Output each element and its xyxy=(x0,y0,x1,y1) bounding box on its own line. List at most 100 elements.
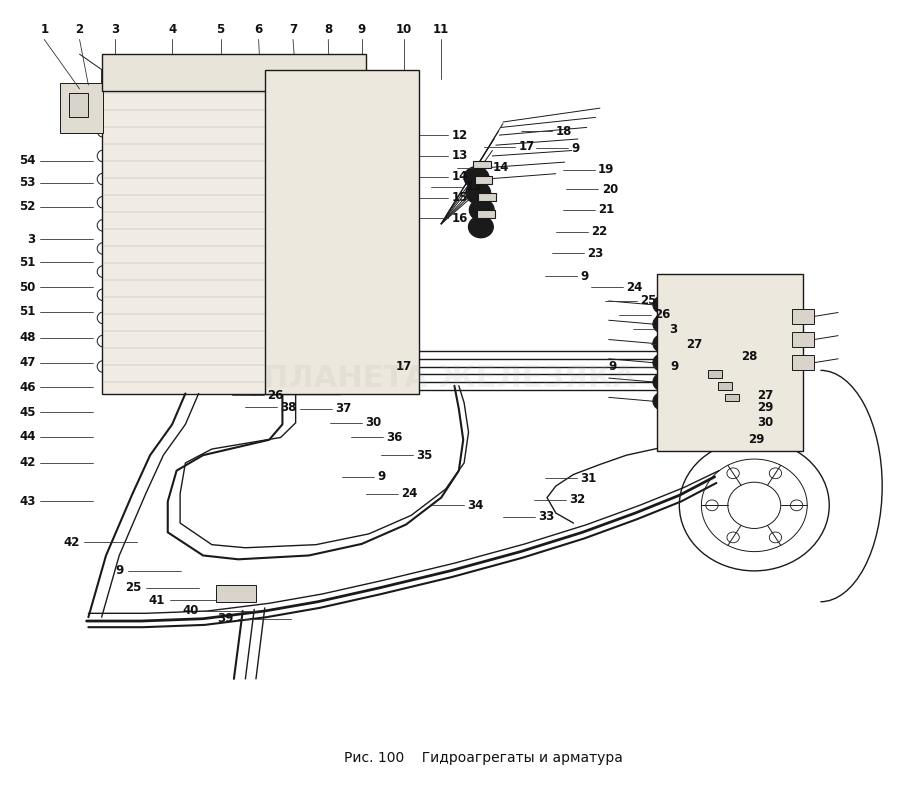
Text: 23: 23 xyxy=(588,246,604,260)
Text: Рис. 100    Гидроагрегаты и арматура: Рис. 100 Гидроагрегаты и арматура xyxy=(344,751,623,764)
Text: 29: 29 xyxy=(757,401,773,414)
Text: 46: 46 xyxy=(19,381,35,394)
Text: 30: 30 xyxy=(757,416,773,429)
Bar xyxy=(102,85,340,394)
Circle shape xyxy=(724,386,741,401)
Text: 52: 52 xyxy=(19,201,35,213)
Text: 50: 50 xyxy=(19,281,35,294)
Text: 45: 45 xyxy=(19,405,35,419)
FancyBboxPatch shape xyxy=(60,83,104,133)
Circle shape xyxy=(652,392,674,411)
Text: 9: 9 xyxy=(580,270,589,283)
Text: 9: 9 xyxy=(378,471,386,483)
FancyBboxPatch shape xyxy=(657,274,803,451)
Circle shape xyxy=(464,167,489,188)
Circle shape xyxy=(652,353,674,372)
Circle shape xyxy=(706,363,724,378)
Text: 34: 34 xyxy=(468,499,484,512)
Text: 9: 9 xyxy=(608,360,617,373)
Text: 19: 19 xyxy=(598,164,615,176)
Text: 22: 22 xyxy=(591,225,608,238)
Bar xyxy=(474,176,492,183)
Text: 24: 24 xyxy=(626,281,643,294)
Text: 9: 9 xyxy=(115,564,123,578)
Circle shape xyxy=(302,141,316,153)
Text: 31: 31 xyxy=(580,472,597,485)
Text: 3: 3 xyxy=(27,233,35,246)
Text: 42: 42 xyxy=(63,536,79,549)
Bar xyxy=(725,394,739,401)
Bar xyxy=(792,355,814,371)
Text: 2: 2 xyxy=(76,23,84,35)
Circle shape xyxy=(466,182,490,204)
Circle shape xyxy=(265,379,283,395)
Bar xyxy=(478,193,496,201)
Text: 33: 33 xyxy=(538,511,554,523)
Circle shape xyxy=(652,373,674,391)
Text: 3: 3 xyxy=(111,23,119,35)
Text: 17: 17 xyxy=(395,360,411,373)
Text: 14: 14 xyxy=(452,170,468,183)
Text: 51: 51 xyxy=(19,256,35,269)
Text: 7: 7 xyxy=(289,23,297,35)
Text: 24: 24 xyxy=(401,487,418,501)
Circle shape xyxy=(470,199,494,220)
Text: 26: 26 xyxy=(267,389,284,401)
Text: 41: 41 xyxy=(148,593,165,607)
Text: 40: 40 xyxy=(183,604,199,618)
Text: 28: 28 xyxy=(741,350,758,363)
Text: 13: 13 xyxy=(466,180,482,194)
Text: 9: 9 xyxy=(670,360,679,373)
Text: 36: 36 xyxy=(386,431,403,444)
Text: 29: 29 xyxy=(748,434,764,446)
Circle shape xyxy=(469,216,493,238)
Circle shape xyxy=(302,349,316,361)
Bar xyxy=(718,382,733,390)
Text: 30: 30 xyxy=(365,416,382,429)
Text: 1: 1 xyxy=(40,23,49,35)
Text: 37: 37 xyxy=(336,402,352,416)
Circle shape xyxy=(246,379,263,395)
Text: 43: 43 xyxy=(19,495,35,508)
Text: 42: 42 xyxy=(19,456,35,469)
Text: 27: 27 xyxy=(687,338,703,351)
Text: 14: 14 xyxy=(492,161,508,174)
Text: 35: 35 xyxy=(417,449,433,462)
Text: 20: 20 xyxy=(602,183,618,196)
Text: 21: 21 xyxy=(598,204,615,216)
Text: 9: 9 xyxy=(572,142,580,155)
Circle shape xyxy=(652,296,674,314)
Text: 12: 12 xyxy=(452,128,468,142)
Bar xyxy=(477,210,495,218)
Text: 13: 13 xyxy=(452,150,468,162)
Circle shape xyxy=(302,279,316,292)
Text: 4: 4 xyxy=(168,23,176,35)
Circle shape xyxy=(652,315,674,334)
Bar xyxy=(472,161,490,168)
Circle shape xyxy=(302,164,316,176)
Text: 9: 9 xyxy=(357,23,366,35)
Text: ПЛАНЕТА ЖЕЛЕЗЯКА: ПЛАНЕТА ЖЕЛЕЗЯКА xyxy=(264,364,636,393)
Text: 11: 11 xyxy=(433,23,449,35)
Text: 25: 25 xyxy=(641,294,657,308)
Text: 25: 25 xyxy=(125,582,141,594)
Circle shape xyxy=(302,233,316,246)
Circle shape xyxy=(302,257,316,268)
Circle shape xyxy=(302,302,316,315)
Text: 51: 51 xyxy=(19,305,35,318)
Text: 32: 32 xyxy=(569,493,585,506)
Bar xyxy=(707,371,722,378)
Text: 47: 47 xyxy=(19,357,35,369)
Text: 18: 18 xyxy=(556,125,572,138)
Text: 17: 17 xyxy=(518,140,535,153)
Circle shape xyxy=(652,334,674,353)
Bar xyxy=(792,332,814,347)
Text: 15: 15 xyxy=(452,191,468,204)
Text: 8: 8 xyxy=(324,23,332,35)
Text: 3: 3 xyxy=(669,323,677,336)
Text: 48: 48 xyxy=(19,331,35,345)
Circle shape xyxy=(302,326,316,338)
Circle shape xyxy=(716,375,734,390)
Circle shape xyxy=(302,187,316,199)
Bar xyxy=(69,93,88,117)
